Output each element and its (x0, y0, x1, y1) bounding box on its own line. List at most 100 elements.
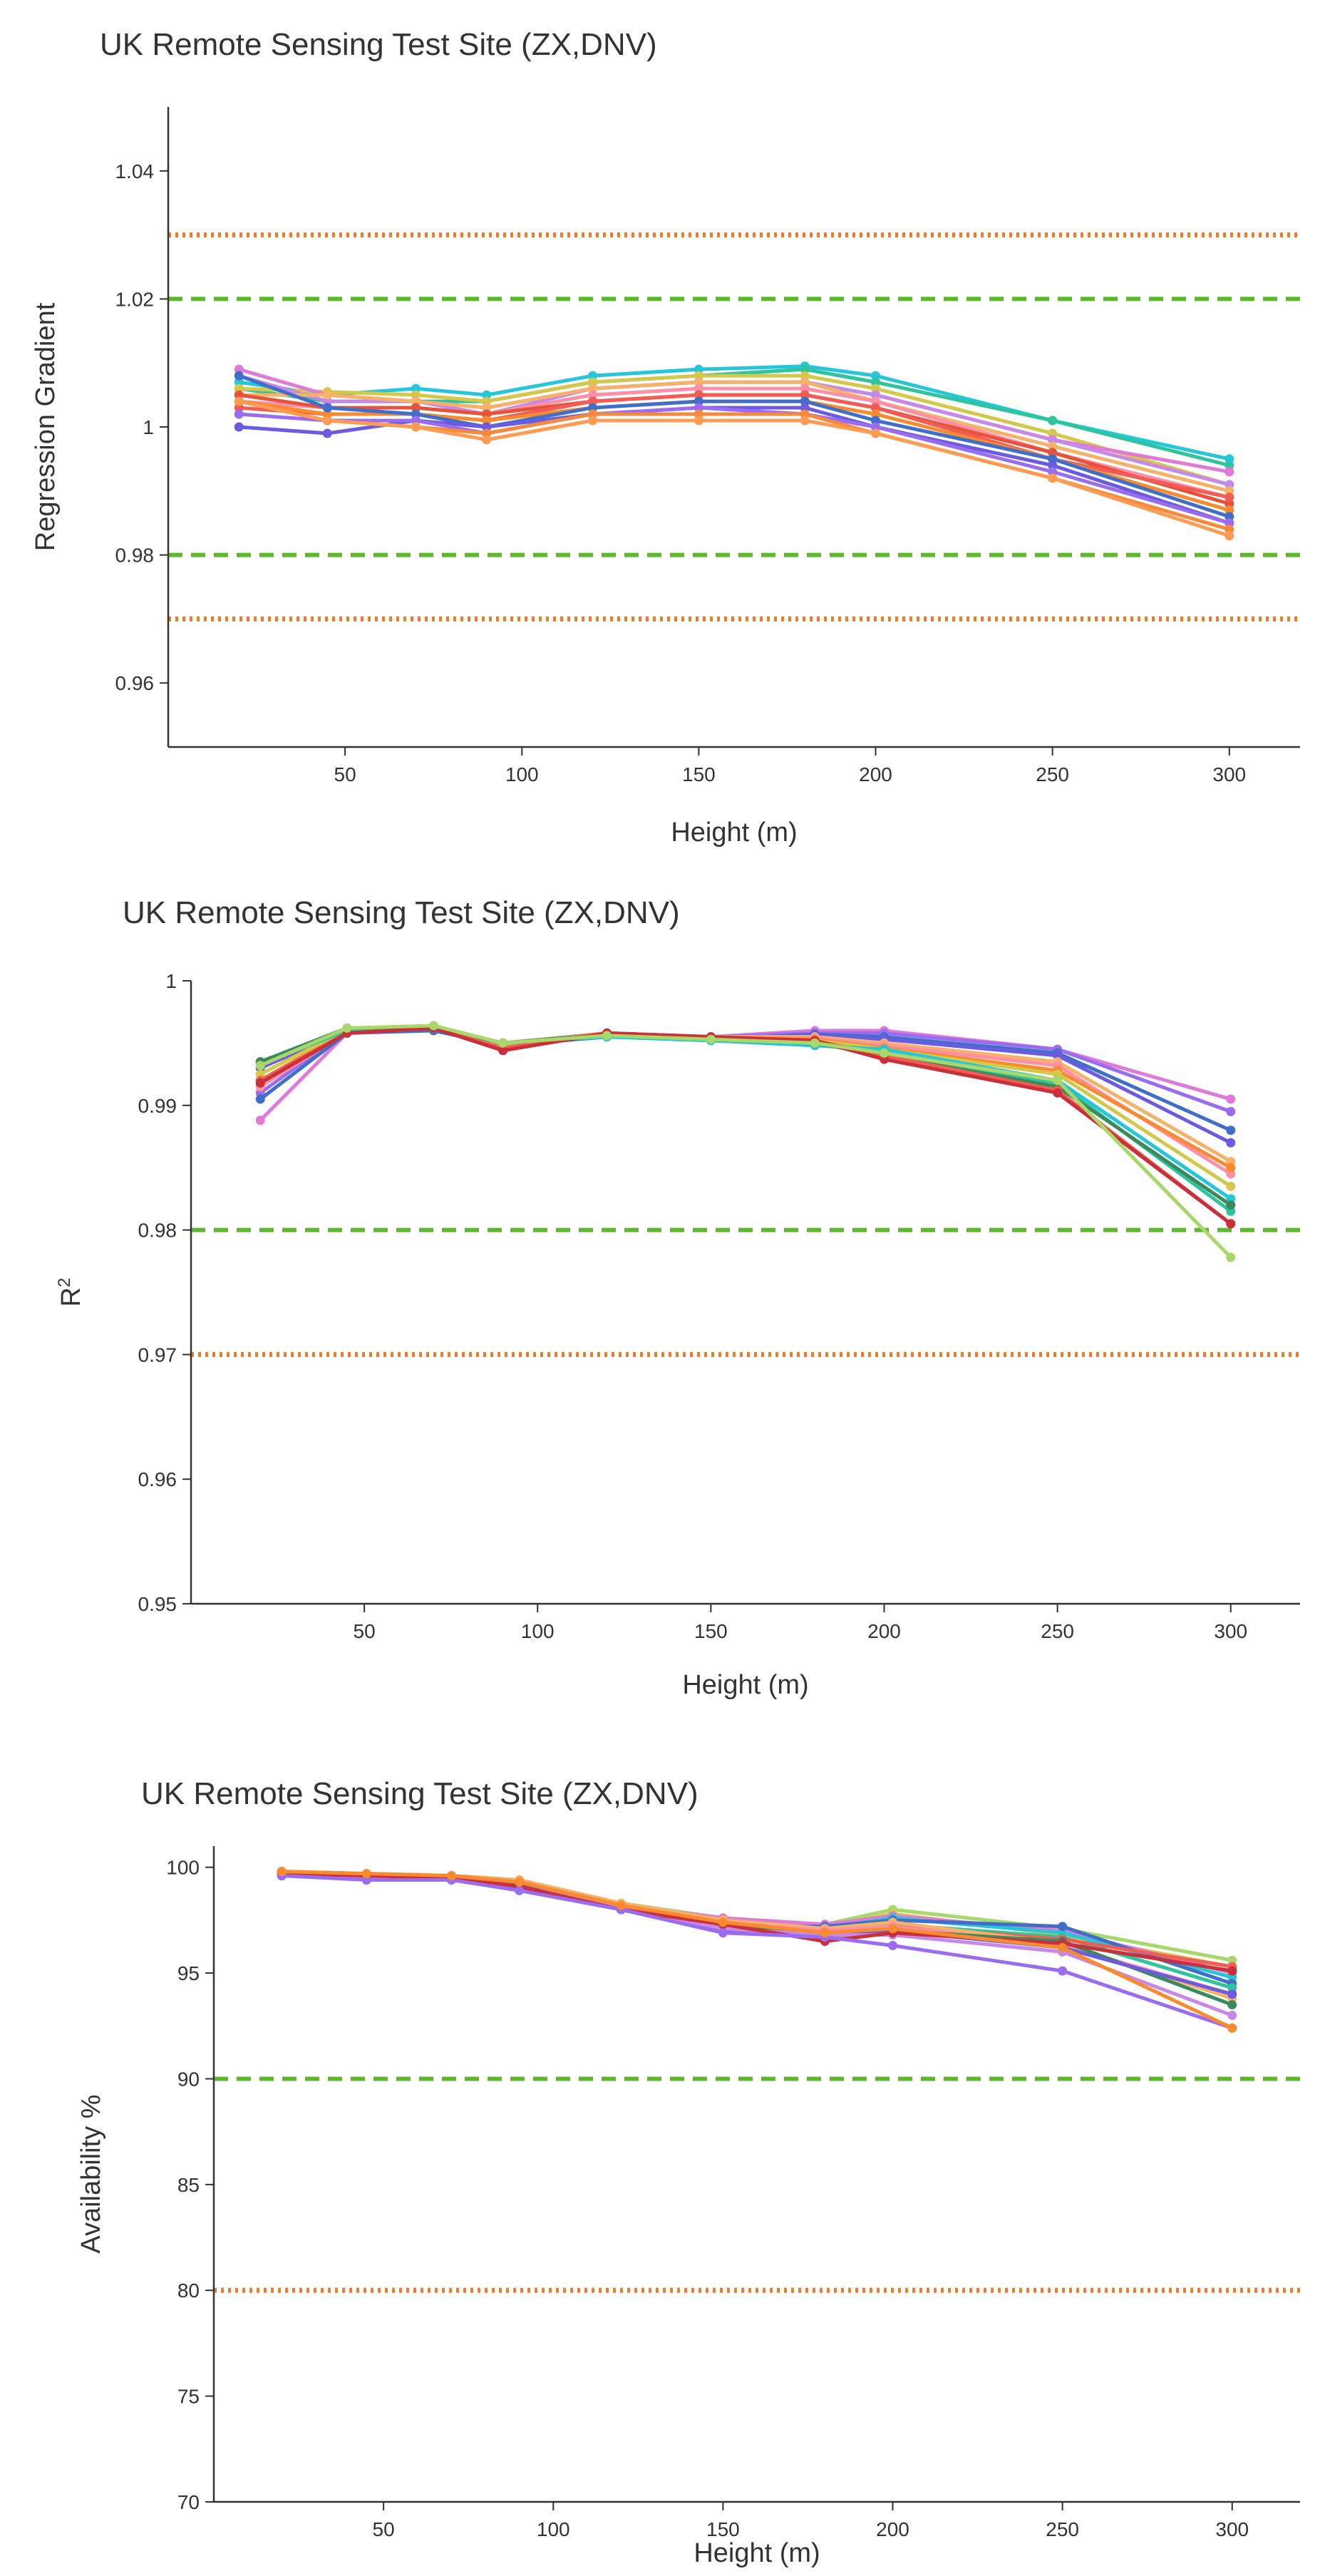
regression-data-point (322, 403, 332, 413)
regression-data-point (694, 383, 703, 393)
regression-data-point (1225, 493, 1234, 503)
r-squared-data-point (810, 1038, 820, 1048)
regression-data-point (234, 383, 244, 393)
regression-data-point (411, 390, 421, 400)
r-squared-data-point (602, 1031, 612, 1041)
availability-data-point (1227, 2000, 1237, 2010)
regression-data-point (800, 377, 810, 387)
regression-data-point (694, 371, 703, 381)
availability-data-point (1227, 2023, 1237, 2033)
r-squared-data-point (498, 1046, 508, 1056)
regression-data-point (694, 409, 703, 419)
availability-x-tick-label: 200 (876, 2518, 909, 2540)
regression-data-point (1048, 454, 1058, 464)
r-squared-y-tick-label: 0.98 (138, 1220, 177, 1242)
regression-data-point (411, 409, 421, 419)
regression-data-point (322, 396, 332, 406)
r-squared-data-point (1226, 1138, 1236, 1148)
r-squared-y-tick-label: 0.99 (138, 1095, 177, 1117)
r-squared-data-point (255, 1061, 265, 1071)
regression-data-point (1225, 454, 1234, 464)
regression-series-line-9 (238, 399, 1230, 512)
regression-data-point (234, 390, 244, 400)
regression-series-line-12 (239, 406, 1230, 525)
regression-data-point (694, 396, 703, 406)
r-squared-data-point (255, 1116, 265, 1125)
chart-title-regression: UK Remote Sensing Test Site (ZX,DNV) (100, 27, 657, 62)
regression-x-tick-label: 100 (505, 763, 539, 785)
availability-data-point (1227, 1983, 1237, 1993)
availability-x-tick-label: 100 (537, 2518, 570, 2540)
regression-data-point (411, 383, 421, 393)
regression-data-point (482, 416, 492, 426)
regression-data-point (411, 416, 421, 426)
regression-data-point (871, 390, 880, 400)
regression-data-point (1048, 448, 1058, 458)
availability-data-point (1227, 2010, 1237, 2020)
regression-data-point (482, 435, 492, 445)
availability-x-tick-label: 50 (373, 2518, 395, 2540)
regression-data-point (322, 409, 332, 419)
availability-y-tick-label: 90 (177, 2068, 200, 2090)
r-squared-data-point (255, 1094, 265, 1104)
r-squared-data-point (1053, 1076, 1063, 1086)
chart-title-r-squared: UK Remote Sensing Test Site (ZX,DNV) (123, 895, 680, 930)
r-squared-y-tick-label: 0.97 (138, 1344, 177, 1366)
regression-data-point (694, 416, 703, 426)
availability-data-point (277, 1867, 287, 1877)
availability-data-point (1058, 1966, 1068, 1976)
availability-data-point (888, 1924, 897, 1934)
regression-data-point (588, 383, 597, 393)
regression-data-point (871, 371, 880, 381)
regression-data-point (1048, 467, 1058, 477)
regression-data-point (1225, 467, 1234, 477)
regression-data-point (694, 390, 703, 400)
availability-data-point (361, 1869, 371, 1879)
regression-data-point (234, 371, 244, 381)
r-squared-x-tick-label: 200 (867, 1620, 901, 1642)
regression-data-point (588, 377, 597, 387)
regression-x-tick-label: 200 (859, 763, 892, 785)
regression-data-point (1225, 499, 1234, 509)
availability-x-tick-label: 300 (1215, 2518, 1249, 2540)
regression-data-point (800, 383, 810, 393)
regression-y-tick-label: 0.96 (115, 672, 155, 694)
r-squared-y-tick-label: 0.95 (138, 1593, 177, 1615)
r-squared-data-point (1226, 1252, 1236, 1262)
availability-data-point (1227, 1966, 1237, 1976)
regression-data-point (1225, 531, 1234, 541)
regression-data-point (588, 396, 597, 406)
regression-x-tick-label: 150 (682, 763, 716, 785)
regression-data-point (800, 371, 810, 381)
regression-data-point (482, 403, 492, 413)
regression-data-point (1225, 505, 1234, 515)
r-squared-data-point (342, 1023, 352, 1033)
availability-data-point (617, 1900, 626, 1910)
regression-data-point (800, 416, 810, 426)
availability-y-tick-label: 70 (177, 2491, 200, 2513)
regression-x-tick-label: 50 (334, 763, 356, 785)
availability-data-point (888, 1940, 897, 1950)
r-squared-y-axis-title: R2 (55, 1278, 86, 1307)
availability-y-tick-label: 80 (177, 2279, 200, 2302)
regression-data-point (482, 409, 492, 419)
regression-gradient-chart: 0.96 0.98 1 1.02 1.04 50 100 150 200 250 300 Height… (31, 107, 1300, 847)
availability-data-point (718, 1928, 728, 1938)
regression-y-tick-label: 1.02 (115, 288, 155, 310)
regression-data-point (1225, 525, 1234, 535)
availability-data-point (515, 1877, 525, 1887)
regression-data-point (1225, 460, 1234, 470)
availability-data-point (820, 1928, 830, 1938)
r-squared-x-tick-label: 50 (354, 1620, 376, 1642)
availability-y-tick-label: 75 (177, 2386, 200, 2408)
r-squared-series-line-13 (259, 1024, 1232, 1259)
regression-data-point (800, 409, 810, 419)
r-squared-y-axis-title-superscript: 2 (55, 1278, 74, 1287)
r-squared-data-point (428, 1021, 438, 1031)
regression-series-line-2 (239, 373, 1230, 487)
chart-title-availability: UK Remote Sensing Test Site (ZX,DNV) (141, 1776, 698, 1811)
availability-data-point (718, 1917, 728, 1927)
regression-data-point (800, 364, 810, 374)
regression-data-point (800, 390, 810, 400)
regression-data-point (482, 396, 492, 406)
